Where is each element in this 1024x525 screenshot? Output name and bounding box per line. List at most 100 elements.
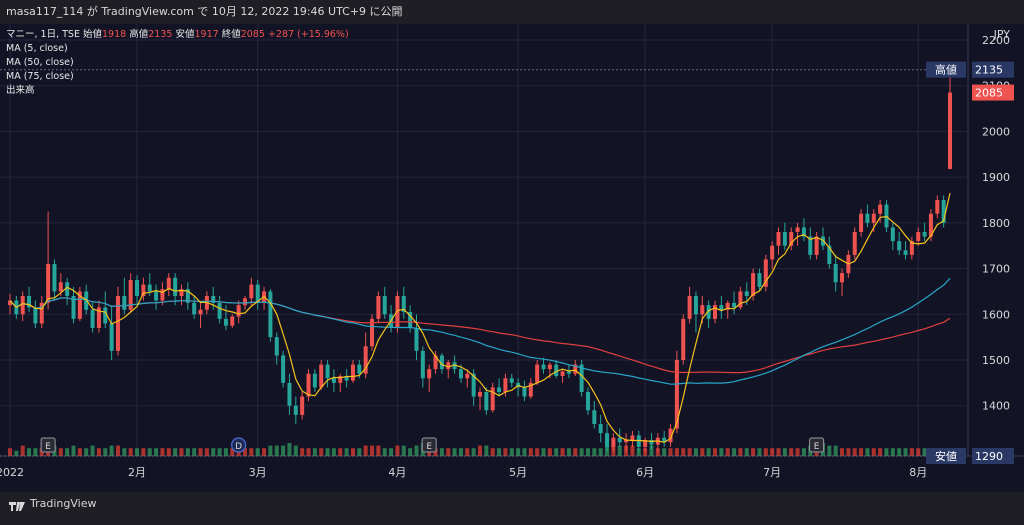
volume-bar: [827, 445, 832, 456]
candle-body: [503, 378, 508, 392]
publish-header-text: masa117_114 が TradingView.com で 10月 12, …: [6, 5, 403, 18]
volume-bar: [300, 448, 305, 456]
volume-bar: [871, 448, 876, 456]
ma75-legend[interactable]: MA (75, close): [6, 71, 74, 82]
candle-body: [878, 204, 883, 214]
candle-body: [814, 236, 819, 255]
candle-body: [497, 387, 502, 392]
volume-bar: [763, 448, 768, 456]
candle-body: [122, 296, 127, 310]
candle-body: [109, 323, 114, 351]
event-marker-label: E: [814, 442, 820, 452]
open-value: 1918: [102, 29, 127, 40]
candle-body: [922, 232, 927, 237]
volume-bar: [541, 448, 546, 456]
candle-body: [274, 337, 279, 356]
candle-body: [52, 264, 57, 292]
high-value: 2135: [148, 29, 173, 40]
volume-bar: [77, 448, 82, 456]
candle-body: [287, 382, 292, 406]
candle-body: [560, 371, 565, 376]
volume-bar: [395, 445, 400, 456]
volume-bar: [331, 448, 336, 456]
time-axis-area: [0, 456, 1024, 492]
candle-body: [46, 264, 51, 303]
volume-bar: [649, 445, 654, 456]
candle-body: [27, 296, 32, 308]
price-tag-badge: [926, 61, 966, 78]
price-value-badge: [972, 448, 1014, 464]
volume-bar: [770, 448, 775, 456]
y-tick-label: 2200: [982, 34, 1010, 47]
candle-body: [566, 371, 571, 374]
event-marker-label: E: [45, 442, 51, 452]
candle-body: [605, 433, 610, 447]
ma50-legend[interactable]: MA (50, close): [6, 57, 74, 68]
volume-bar: [414, 445, 419, 456]
volume-legend[interactable]: 出来高: [6, 85, 35, 96]
volume-bar: [554, 448, 559, 456]
volume-bar: [859, 448, 864, 456]
candle-body: [96, 307, 101, 328]
volume-bar: [103, 448, 108, 456]
volume-bar: [503, 448, 508, 456]
volume-bar: [668, 448, 673, 456]
y-tick-label: 1600: [982, 308, 1010, 321]
candle-body: [179, 289, 184, 296]
volume-bar: [452, 448, 457, 456]
candle-body: [535, 364, 540, 383]
volume-bar: [458, 448, 463, 456]
volume-bar: [293, 445, 298, 456]
candle-body: [808, 236, 813, 255]
candle-body: [833, 264, 838, 283]
candle-body: [249, 284, 254, 299]
volume-bar: [471, 448, 476, 456]
candle-body: [160, 289, 165, 301]
x-tick-label: 2月: [128, 466, 146, 479]
price-value-label: 2135: [975, 64, 1003, 77]
candle-body: [941, 200, 946, 223]
y-tick-label: 1500: [982, 354, 1010, 367]
volume-bar: [662, 448, 667, 456]
x-tick-label: 5月: [509, 466, 527, 479]
volume-bar: [490, 448, 495, 456]
candle-body: [135, 280, 140, 296]
ma50-line: [9, 277, 951, 385]
publish-header: masa117_114 が TradingView.com で 10月 12, …: [0, 0, 1024, 24]
candle-body: [484, 392, 489, 411]
volume-bar: [217, 448, 222, 456]
price-value-badge: [972, 84, 1014, 101]
candle-body: [20, 296, 25, 315]
candle-body: [776, 232, 781, 246]
brand-label[interactable]: TradingView: [30, 497, 97, 510]
volume-bar: [382, 448, 387, 456]
volume-bar: [58, 448, 63, 456]
volume-bar: [389, 448, 394, 456]
volume-bar: [738, 448, 743, 456]
candle-body: [433, 355, 438, 370]
volume-bar: [693, 448, 698, 456]
candle-body: [713, 305, 717, 319]
volume-bar: [33, 448, 38, 456]
volume-bar: [528, 448, 533, 456]
volume-bar: [535, 448, 540, 456]
volume-bar: [439, 448, 444, 456]
chart-legend: マニー, 1日, TSE 始値1918 高値2135 安値1917 終値2085…: [6, 28, 349, 98]
ma5-legend[interactable]: MA (5, close): [6, 43, 68, 54]
volume-bar: [179, 448, 184, 456]
currency-label: JPY: [993, 28, 1011, 41]
volume-bar: [674, 448, 679, 456]
candle-body: [630, 435, 635, 440]
volume-bar: [547, 448, 552, 456]
candle-body: [471, 373, 476, 397]
price-chart[interactable]: 140015001600170018001900200021002200JPY2…: [0, 24, 1024, 492]
tradingview-logo-icon[interactable]: [8, 492, 26, 525]
symbol-label: マニー, 1日, TSE: [6, 29, 80, 40]
volume-bar: [757, 448, 762, 456]
volume-bar: [713, 448, 717, 456]
candle-body: [579, 364, 584, 392]
volume-bar: [338, 448, 343, 456]
volume-bar: [706, 448, 711, 456]
volume-bar: [903, 448, 908, 456]
candle-body: [90, 309, 95, 328]
